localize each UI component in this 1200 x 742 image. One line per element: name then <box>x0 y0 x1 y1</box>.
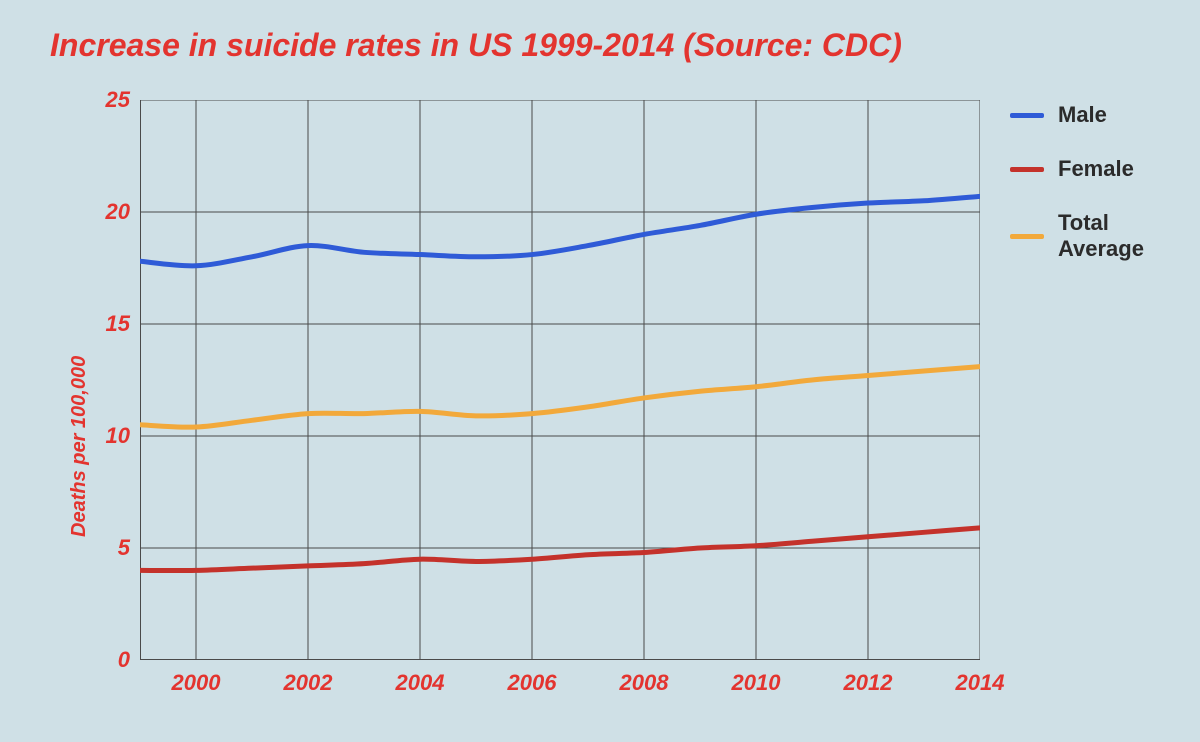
series-line-female <box>140 528 980 571</box>
plot-svg <box>140 100 980 660</box>
legend-label: Total Average <box>1058 210 1200 262</box>
y-tick-label: 25 <box>106 87 130 113</box>
legend-item-total-average: Total Average <box>1010 210 1200 262</box>
chart-page: Increase in suicide rates in US 1999-201… <box>0 0 1200 742</box>
x-tick-label: 2014 <box>956 670 1005 696</box>
y-axis-label: Deaths per 100,000 <box>68 356 91 537</box>
legend-label: Male <box>1058 102 1107 128</box>
x-tick-label: 2004 <box>396 670 445 696</box>
legend-item-female: Female <box>1010 156 1200 182</box>
y-tick-label: 0 <box>118 647 130 673</box>
legend-item-male: Male <box>1010 102 1200 128</box>
x-tick-label: 2006 <box>508 670 557 696</box>
chart-legend: Male Female Total Average <box>1010 102 1200 290</box>
series-line-total-average <box>140 367 980 428</box>
chart-title: Increase in suicide rates in US 1999-201… <box>50 28 902 63</box>
series-line-male <box>140 196 980 266</box>
legend-swatch <box>1010 113 1044 118</box>
y-tick-label: 20 <box>106 199 130 225</box>
legend-swatch <box>1010 234 1044 239</box>
y-tick-label: 5 <box>118 535 130 561</box>
x-tick-label: 2000 <box>172 670 221 696</box>
plot-area <box>140 100 980 660</box>
legend-swatch <box>1010 167 1044 172</box>
y-tick-label: 15 <box>106 311 130 337</box>
x-tick-label: 2012 <box>844 670 893 696</box>
y-tick-label: 10 <box>106 423 130 449</box>
x-tick-label: 2002 <box>284 670 333 696</box>
x-tick-label: 2008 <box>620 670 669 696</box>
legend-label: Female <box>1058 156 1134 182</box>
x-tick-label: 2010 <box>732 670 781 696</box>
